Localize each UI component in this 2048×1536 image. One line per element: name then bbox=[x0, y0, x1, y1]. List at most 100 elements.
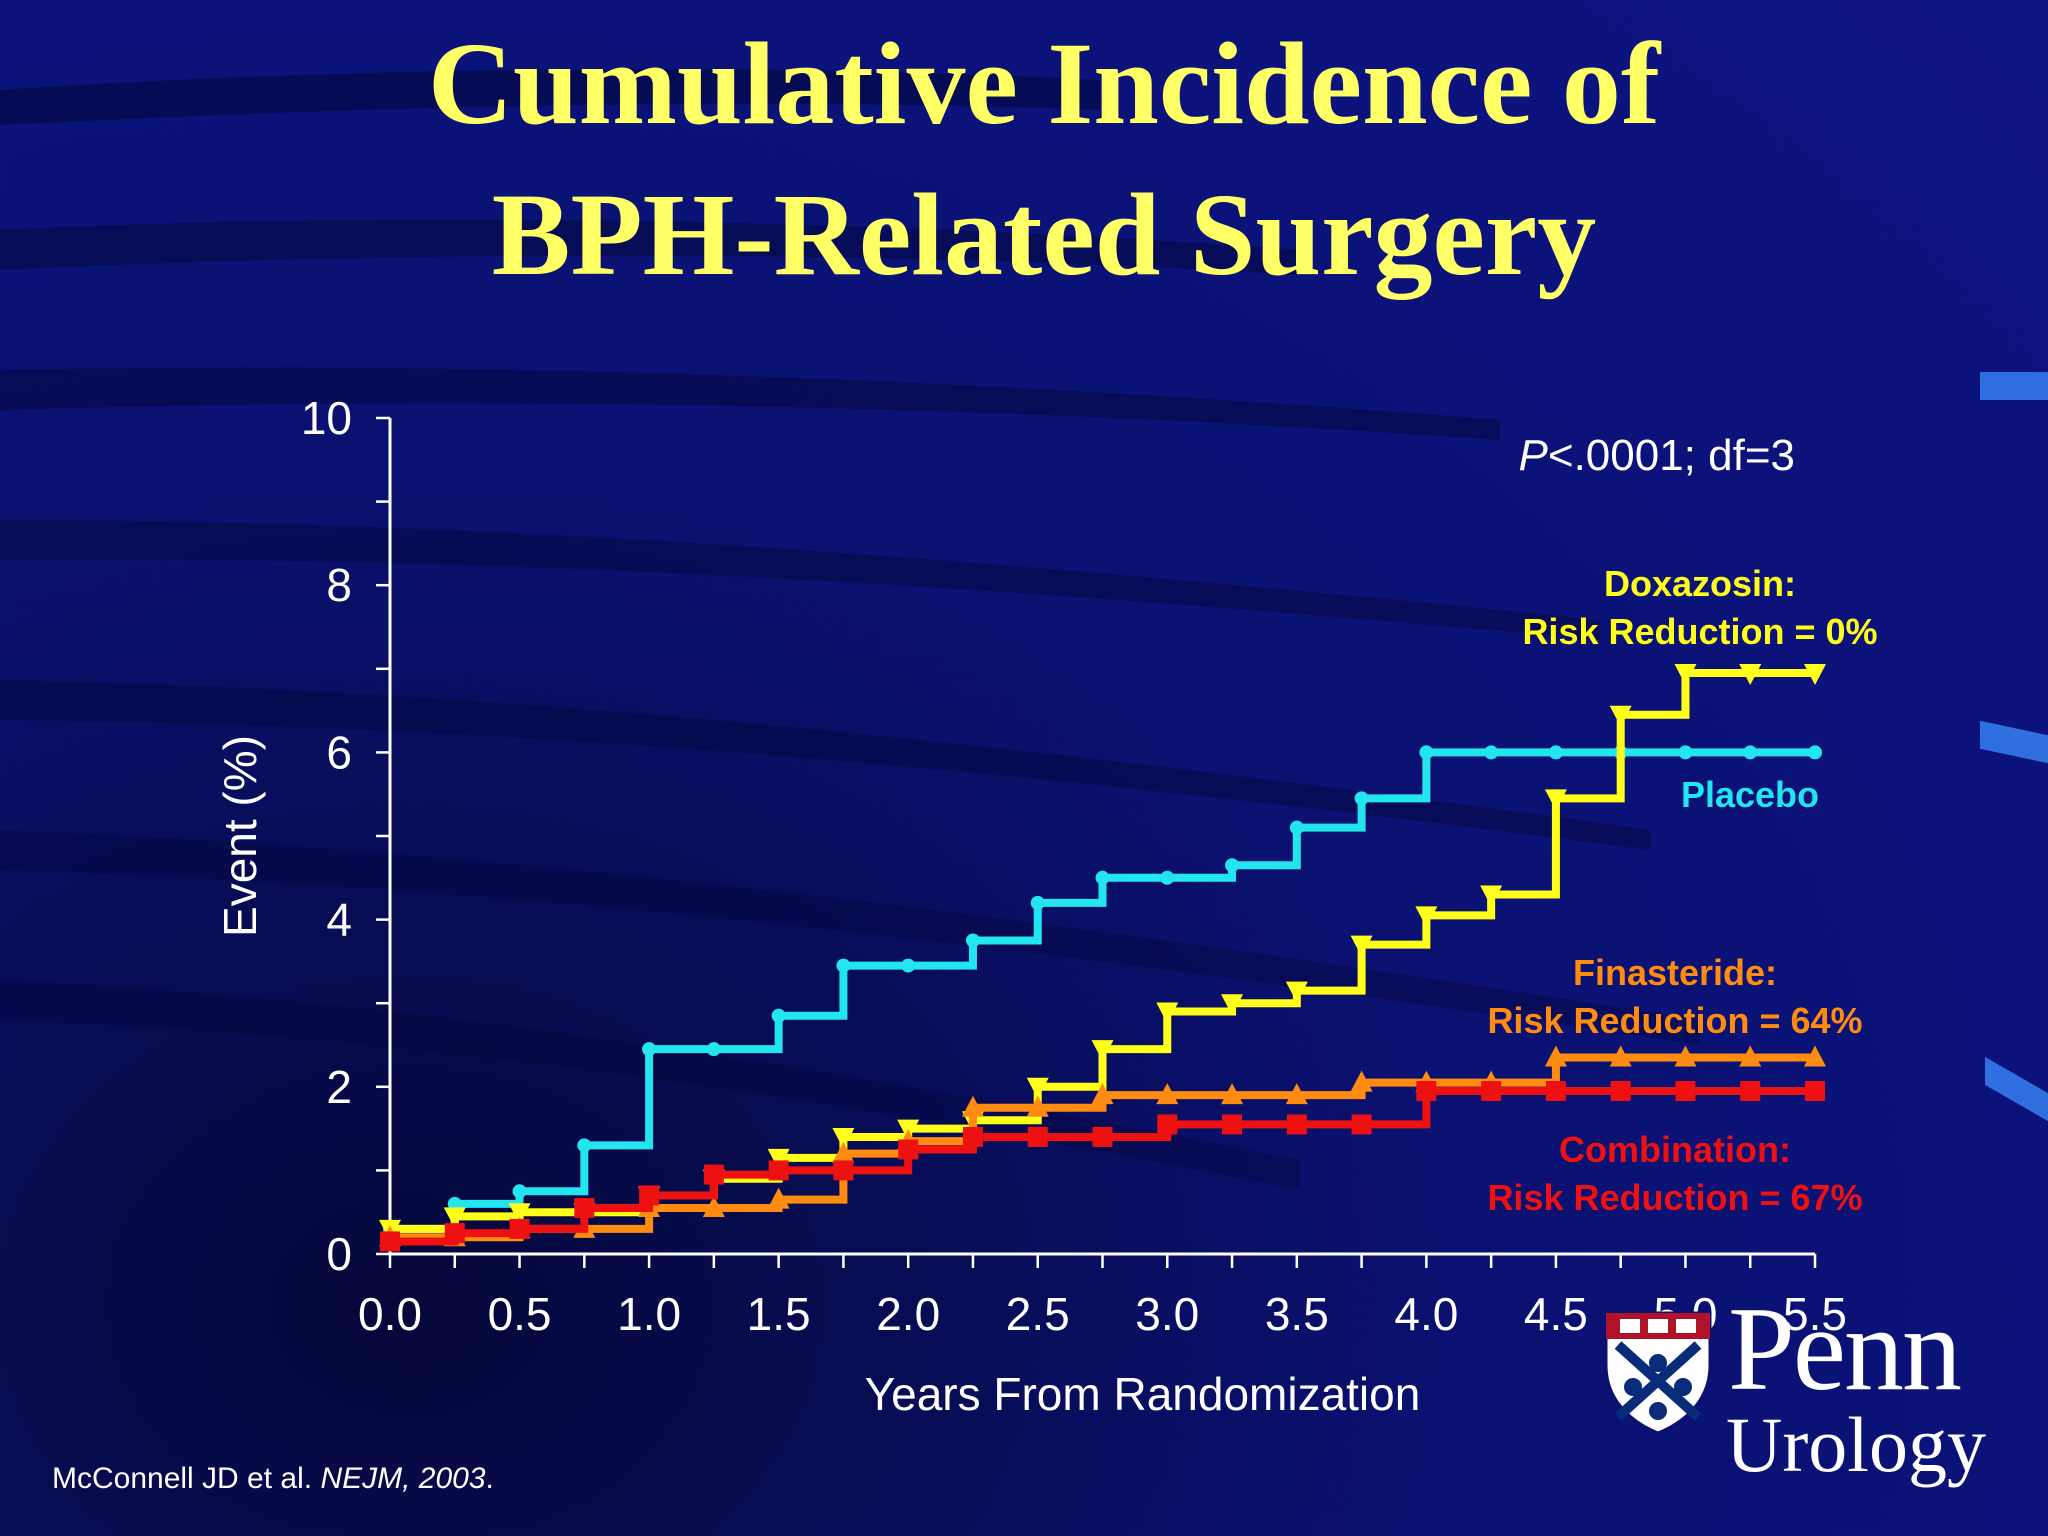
marker-combination bbox=[574, 1198, 595, 1219]
marker-combination bbox=[444, 1223, 465, 1244]
series-label-combination: Combination: bbox=[1559, 1129, 1791, 1170]
marker-finasteride bbox=[1156, 1083, 1179, 1105]
series-label-finasteride: Finasteride: bbox=[1573, 952, 1777, 993]
chart-title-line-1: Cumulative Incidence of bbox=[427, 18, 1661, 149]
marker-doxazosin bbox=[1804, 663, 1826, 685]
marker-doxazosin bbox=[443, 1207, 466, 1229]
marker-combination bbox=[1092, 1126, 1113, 1147]
marker-combination bbox=[1027, 1126, 1048, 1147]
marker-doxazosin bbox=[767, 1148, 790, 1170]
marker-doxazosin bbox=[1350, 935, 1373, 957]
marker-placebo bbox=[1225, 858, 1240, 873]
marker-combination bbox=[962, 1126, 983, 1147]
p-value-italic: P bbox=[1519, 431, 1549, 480]
marker-doxazosin bbox=[1285, 981, 1308, 1003]
y-tick-label: 0 bbox=[326, 1228, 352, 1280]
x-tick-label: 1.5 bbox=[747, 1288, 811, 1340]
marker-doxazosin bbox=[1156, 1002, 1179, 1024]
marker-placebo bbox=[1548, 745, 1563, 760]
y-tick-label: 2 bbox=[326, 1061, 352, 1113]
marker-combination bbox=[833, 1160, 854, 1181]
penn-shield-icon bbox=[1604, 1311, 1712, 1435]
marker-combination bbox=[1481, 1080, 1502, 1101]
marker-placebo bbox=[512, 1184, 527, 1199]
marker-finasteride bbox=[767, 1187, 790, 1209]
marker-placebo bbox=[1419, 745, 1434, 760]
marker-finasteride bbox=[1221, 1083, 1244, 1105]
logo-urology-text: Urology bbox=[1726, 1401, 1986, 1488]
citation: McConnell JD et al. NEJM, 2003. bbox=[52, 1462, 494, 1496]
marker-combination bbox=[509, 1218, 530, 1239]
series-label-combination: Risk Reduction = 67% bbox=[1487, 1177, 1862, 1218]
marker-combination bbox=[1610, 1080, 1631, 1101]
marker-doxazosin bbox=[1674, 663, 1697, 685]
marker-finasteride bbox=[1350, 1070, 1373, 1092]
x-tick-label: 5.5 bbox=[1783, 1288, 1847, 1340]
marker-finasteride bbox=[1674, 1045, 1697, 1067]
marker-placebo bbox=[1160, 870, 1175, 885]
series-line-placebo bbox=[390, 748, 1815, 1233]
x-tick-label: 4.0 bbox=[1394, 1288, 1458, 1340]
marker-finasteride bbox=[1544, 1045, 1567, 1067]
marker-finasteride bbox=[1091, 1083, 1114, 1105]
chart-title-line-2: BPH-Related Surgery bbox=[491, 169, 1597, 300]
logo-penn-text: Penn bbox=[1728, 1282, 1962, 1415]
marker-doxazosin bbox=[1544, 789, 1567, 811]
y-tick-label: 6 bbox=[326, 726, 352, 778]
x-tick-label: 1.0 bbox=[617, 1288, 681, 1340]
series-label-finasteride: Risk Reduction = 64% bbox=[1487, 1000, 1862, 1041]
marker-placebo bbox=[642, 1042, 657, 1057]
marker-doxazosin bbox=[1480, 885, 1503, 907]
p-value-text: <.0001; df=3 bbox=[1548, 431, 1795, 480]
series-label-placebo: Placebo bbox=[1681, 774, 1819, 815]
p-value-annotation: P<.0001; df=3 bbox=[1519, 431, 1795, 480]
marker-finasteride bbox=[1804, 1045, 1826, 1067]
marker-placebo bbox=[706, 1042, 721, 1057]
marker-finasteride bbox=[832, 1141, 855, 1163]
marker-combination bbox=[1675, 1080, 1696, 1101]
citation-end: . bbox=[485, 1462, 494, 1495]
marker-finasteride bbox=[1026, 1095, 1049, 1117]
marker-placebo bbox=[1484, 745, 1499, 760]
marker-placebo bbox=[447, 1196, 462, 1211]
marker-combination bbox=[1416, 1080, 1437, 1101]
marker-doxazosin bbox=[1221, 994, 1244, 1016]
marker-combination bbox=[1222, 1114, 1243, 1135]
marker-placebo bbox=[1678, 745, 1693, 760]
marker-placebo bbox=[901, 958, 916, 973]
x-tick-label: 2.0 bbox=[876, 1288, 940, 1340]
marker-placebo bbox=[577, 1138, 592, 1153]
x-tick-label: 2.5 bbox=[1006, 1288, 1070, 1340]
marker-combination bbox=[768, 1160, 789, 1181]
marker-combination bbox=[1740, 1080, 1761, 1101]
marker-doxazosin bbox=[832, 1127, 855, 1149]
marker-doxazosin bbox=[1415, 906, 1438, 928]
marker-combination bbox=[639, 1185, 660, 1206]
marker-combination bbox=[1545, 1080, 1566, 1101]
y-tick-label: 8 bbox=[326, 559, 352, 611]
series-label-doxazosin: Risk Reduction = 0% bbox=[1522, 611, 1877, 652]
marker-doxazosin bbox=[1091, 1040, 1114, 1062]
marker-placebo bbox=[1030, 895, 1045, 910]
marker-placebo bbox=[1354, 791, 1369, 806]
marker-placebo bbox=[771, 1008, 786, 1023]
side-accent-1 bbox=[1980, 372, 2048, 400]
marker-doxazosin bbox=[508, 1203, 531, 1225]
x-tick-label: 3.5 bbox=[1265, 1288, 1329, 1340]
series-label-doxazosin: Doxazosin: bbox=[1604, 563, 1796, 604]
marker-combination bbox=[380, 1231, 400, 1252]
y-tick-label: 10 bbox=[301, 392, 352, 444]
marker-combination bbox=[1286, 1114, 1307, 1135]
y-axis-label: Event (%) bbox=[214, 735, 266, 937]
y-tick-label: 4 bbox=[326, 894, 352, 946]
x-tick-label: 0.0 bbox=[358, 1288, 422, 1340]
marker-placebo bbox=[1743, 745, 1758, 760]
marker-placebo bbox=[1289, 820, 1304, 835]
x-tick-label: 0.5 bbox=[488, 1288, 552, 1340]
marker-finasteride bbox=[702, 1196, 725, 1218]
marker-placebo bbox=[1095, 870, 1110, 885]
marker-doxazosin bbox=[1609, 705, 1632, 727]
penn-urology-logo: Penn Urology bbox=[1598, 1282, 2018, 1500]
